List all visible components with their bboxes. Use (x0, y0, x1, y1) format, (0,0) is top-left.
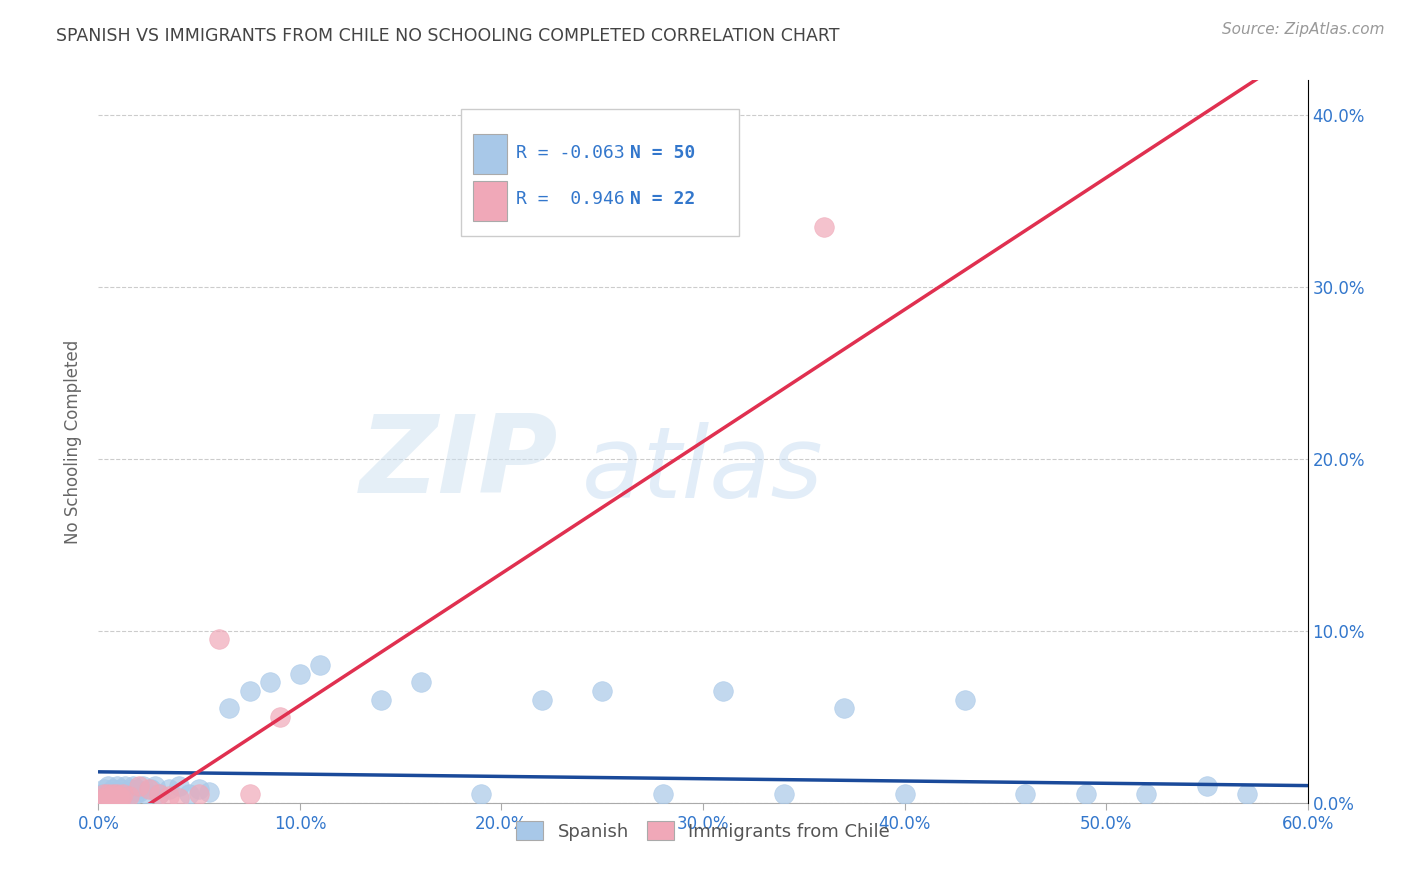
Point (114, 779, 136, 793)
Point (288, 666, 311, 681)
Point (105, 779, 128, 793)
Point (179, 787, 201, 801)
Point (953, 692, 976, 706)
Text: Source: ZipAtlas.com: Source: ZipAtlas.com (1222, 22, 1385, 37)
Point (111, 787, 134, 801)
Point (813, 219, 835, 234)
Text: N = 50: N = 50 (630, 145, 696, 162)
Point (143, 779, 166, 793)
Point (370, 692, 392, 706)
Text: ZIP: ZIP (360, 410, 558, 516)
Point (107, 789, 129, 803)
Point (115, 785, 138, 799)
Legend: Spanish, Immigrants from Chile: Spanish, Immigrants from Chile (509, 814, 897, 848)
Point (188, 782, 211, 797)
Point (269, 710, 291, 724)
Point (309, 658, 332, 673)
Point (128, 779, 150, 793)
Point (124, 787, 146, 801)
Point (101, 782, 124, 797)
Point (118, 789, 141, 803)
Point (97, 787, 120, 801)
Point (118, 787, 141, 801)
Point (772, 787, 794, 801)
Point (1014, 787, 1036, 801)
Point (167, 779, 190, 793)
Point (100, 790, 122, 805)
Point (110, 782, 132, 797)
Point (96, 787, 118, 801)
Y-axis label: No Schooling Completed: No Schooling Completed (65, 340, 83, 543)
Point (135, 787, 157, 801)
Point (167, 790, 190, 805)
Point (105, 787, 128, 801)
Text: R =  0.946: R = 0.946 (516, 191, 624, 209)
Point (893, 787, 915, 801)
Point (1236, 787, 1258, 801)
Point (125, 782, 148, 797)
Point (138, 782, 160, 797)
Point (139, 782, 162, 797)
Point (832, 701, 855, 715)
Point (111, 787, 134, 801)
FancyBboxPatch shape (474, 181, 508, 221)
Point (409, 675, 432, 690)
Point (157, 782, 180, 797)
Point (239, 684, 262, 698)
Point (132, 779, 155, 793)
Point (103, 787, 125, 801)
Point (188, 787, 211, 801)
Point (157, 789, 180, 803)
Point (148, 787, 170, 801)
Point (1074, 787, 1097, 801)
Point (148, 787, 170, 801)
Point (530, 692, 553, 706)
Point (103, 790, 125, 805)
Point (128, 785, 150, 799)
Point (218, 701, 240, 715)
Point (198, 785, 221, 799)
Point (208, 632, 231, 647)
Point (96, 790, 118, 805)
Text: R = -0.063: R = -0.063 (516, 145, 624, 162)
Point (91, 787, 114, 801)
Point (107, 785, 129, 799)
Point (711, 684, 734, 698)
Point (121, 779, 143, 793)
Point (1135, 787, 1157, 801)
Point (259, 675, 281, 690)
FancyBboxPatch shape (461, 109, 740, 235)
Text: N = 22: N = 22 (630, 191, 696, 209)
Text: atlas: atlas (582, 422, 824, 519)
Point (1195, 779, 1218, 793)
Point (470, 787, 492, 801)
Text: SPANISH VS IMMIGRANTS FROM CHILE NO SCHOOLING COMPLETED CORRELATION CHART: SPANISH VS IMMIGRANTS FROM CHILE NO SCHO… (56, 27, 839, 45)
Point (93, 787, 115, 801)
Point (101, 787, 124, 801)
FancyBboxPatch shape (474, 135, 508, 174)
Point (120, 782, 142, 797)
Point (651, 787, 673, 801)
Point (97, 779, 120, 793)
Point (239, 787, 262, 801)
Point (591, 684, 613, 698)
Point (110, 790, 132, 805)
Point (100, 785, 122, 799)
Point (91, 790, 114, 805)
Point (93, 782, 115, 797)
